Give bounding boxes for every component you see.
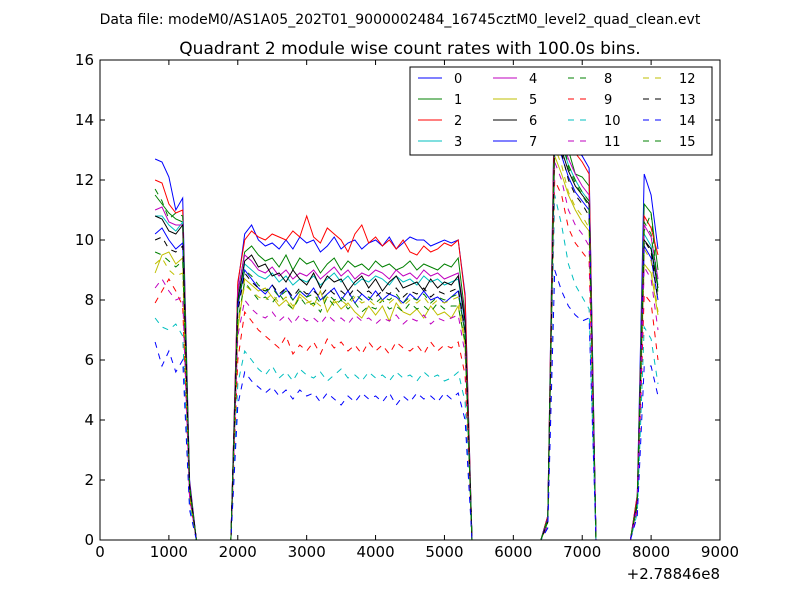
- chart-title: Quadrant 2 module wise count rates with …: [179, 39, 640, 59]
- legend-label-1: 1: [454, 93, 462, 108]
- y-tick-label: 8: [84, 291, 94, 309]
- legend-label-4: 4: [529, 72, 537, 87]
- legend-label-7: 7: [529, 135, 537, 150]
- legend-label-2: 2: [454, 114, 462, 129]
- x-tick-label: 7000: [563, 543, 601, 561]
- plot-lines: [154, 80, 659, 541]
- x-tick-label: 0: [95, 543, 105, 561]
- legend-label-3: 3: [454, 135, 462, 150]
- x-axis: 0 1000 2000 3000 4000 5000 6000 7000 8000 9000: [95, 60, 739, 561]
- legend-label-6: 6: [529, 114, 537, 129]
- legend-label-0: 0: [454, 72, 462, 87]
- y-tick-label: 2: [84, 471, 94, 489]
- x-tick-label: 4000: [356, 543, 394, 561]
- x-tick-label: 3000: [288, 543, 326, 561]
- series-line-14: [154, 269, 659, 541]
- series-line-7: [154, 140, 659, 541]
- y-tick-label: 10: [75, 231, 94, 249]
- legend-label-14: 14: [679, 114, 696, 129]
- series-line-9: [154, 179, 659, 541]
- x-tick-label: 2000: [219, 543, 257, 561]
- y-tick-label: 16: [75, 51, 94, 69]
- legend-label-12: 12: [679, 72, 696, 87]
- y-tick-label: 4: [84, 411, 94, 429]
- legend-label-10: 10: [604, 114, 621, 129]
- x-tick-label: 9000: [701, 543, 739, 561]
- legend-label-15: 15: [679, 135, 696, 150]
- legend-label-11: 11: [604, 135, 621, 150]
- chart-suptitle: Data file: modeM0/AS1A05_202T01_90000024…: [100, 12, 701, 28]
- legend-label-5: 5: [529, 93, 537, 108]
- series-line-15: [154, 119, 659, 541]
- x-tick-label: 8000: [632, 543, 670, 561]
- legend-label-8: 8: [604, 72, 612, 87]
- series-line-11: [154, 161, 659, 541]
- series-line-5: [154, 155, 659, 541]
- x-tick-label: 5000: [425, 543, 463, 561]
- legend-label-9: 9: [604, 93, 612, 108]
- legend-box: [409, 66, 713, 156]
- series-line-8: [154, 113, 659, 541]
- y-tick-label: 12: [75, 171, 94, 189]
- y-tick-label: 0: [84, 531, 94, 549]
- x-tick-label: 6000: [494, 543, 532, 561]
- series-line-6: [154, 131, 659, 541]
- series-line-12: [154, 146, 659, 541]
- series-line-4: [154, 119, 659, 541]
- x-tick-label: 1000: [150, 543, 188, 561]
- series-line-3: [155, 125, 659, 541]
- y-tick-label: 6: [84, 351, 94, 369]
- series-line-10: [154, 194, 659, 541]
- series-line-1: [154, 112, 659, 541]
- x-offset-label: +2.78846e8: [627, 565, 720, 583]
- legend-label-13: 13: [679, 93, 696, 108]
- y-tick-label: 14: [75, 111, 94, 129]
